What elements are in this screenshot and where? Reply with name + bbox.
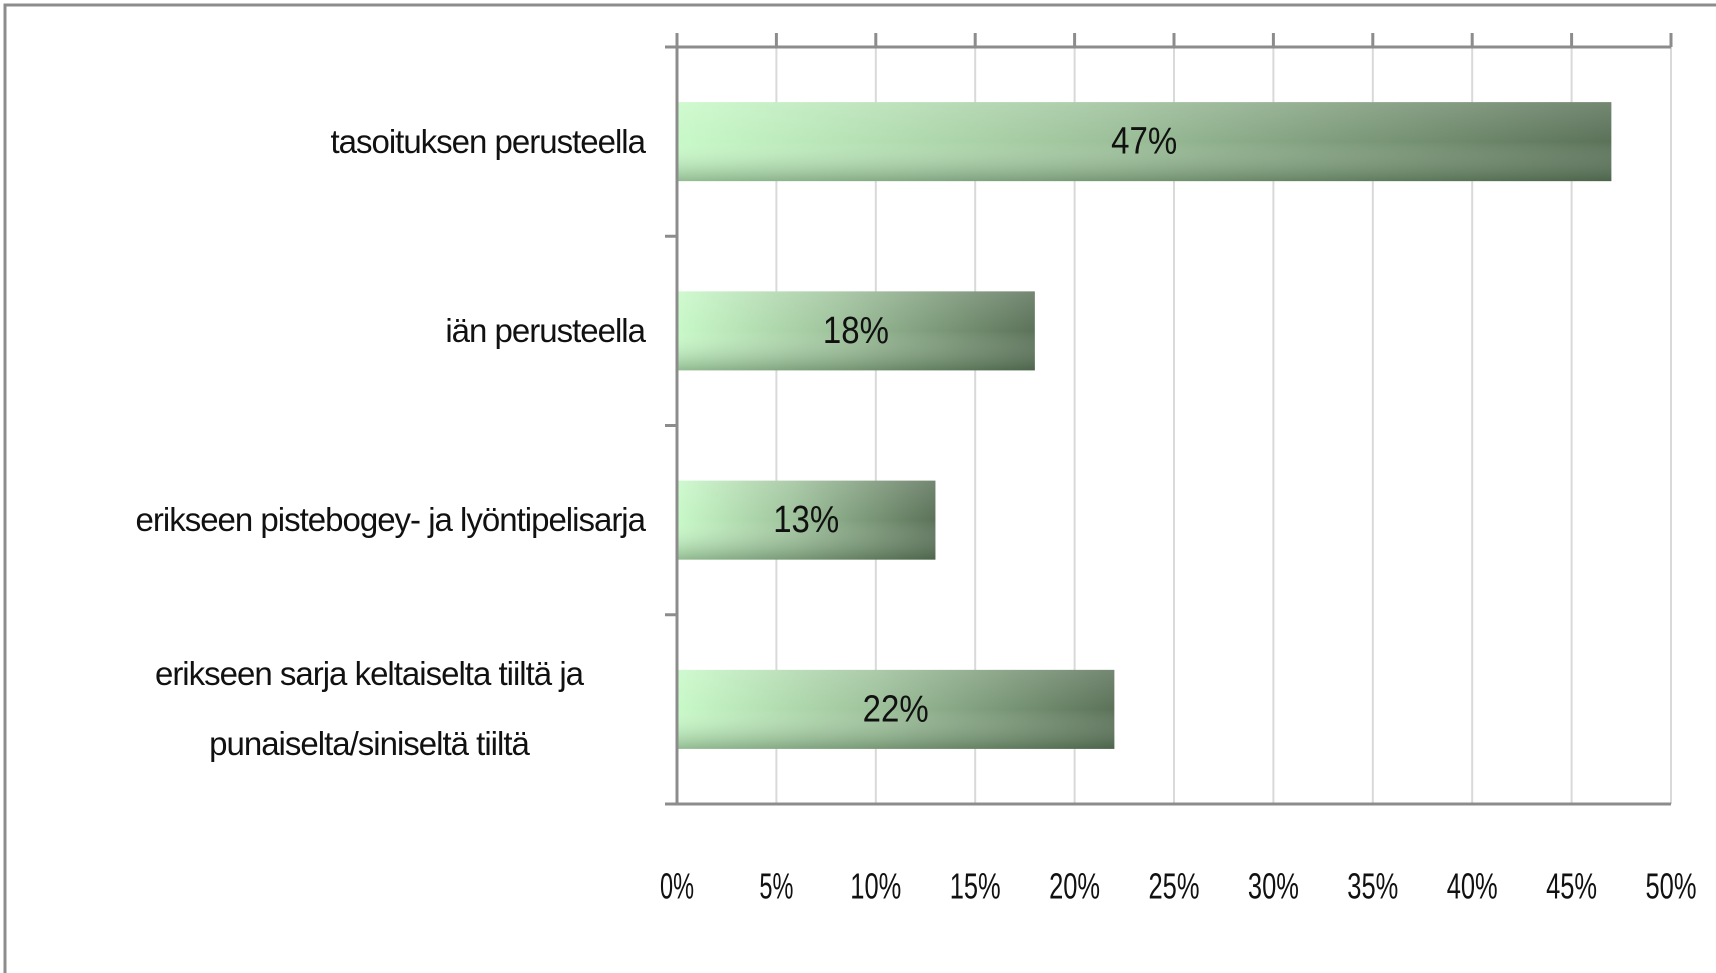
bar [677,102,1612,182]
x-tick-label: 50% [1646,866,1697,907]
data-label: 13% [773,499,839,541]
bar [677,669,1115,749]
x-tick-label: 0% [660,866,694,907]
x-tick-label: 15% [950,866,1001,907]
x-tick-label: 45% [1546,866,1597,907]
x-tick-label: 25% [1149,866,1200,907]
x-tick-label: 40% [1447,866,1498,907]
y-tick-label: erikseen sarja keltaiselta tiiltä ja pun… [154,655,584,763]
bar-fill [677,291,1035,371]
x-tick-label: 30% [1248,866,1299,907]
bar [677,480,936,560]
y-tick-label: tasoituksen perusteella [330,122,646,160]
data-label: 47% [1111,121,1177,163]
bar [677,291,1035,371]
bar-fill [677,669,1115,749]
x-tick-label: 5% [759,866,793,907]
x-tick-label: 10% [850,866,901,907]
bar-fill [677,102,1612,182]
y-tick-label: erikseen pistebogey- ja lyöntipelisarja [135,501,646,539]
frame [3,3,1716,973]
y-tick-label: iän perusteella [445,311,646,349]
x-tick-label: 20% [1049,866,1100,907]
data-label: 22% [863,688,929,730]
bar-fill [677,480,936,560]
x-tick-label: 35% [1347,866,1398,907]
data-label: 18% [823,310,889,352]
